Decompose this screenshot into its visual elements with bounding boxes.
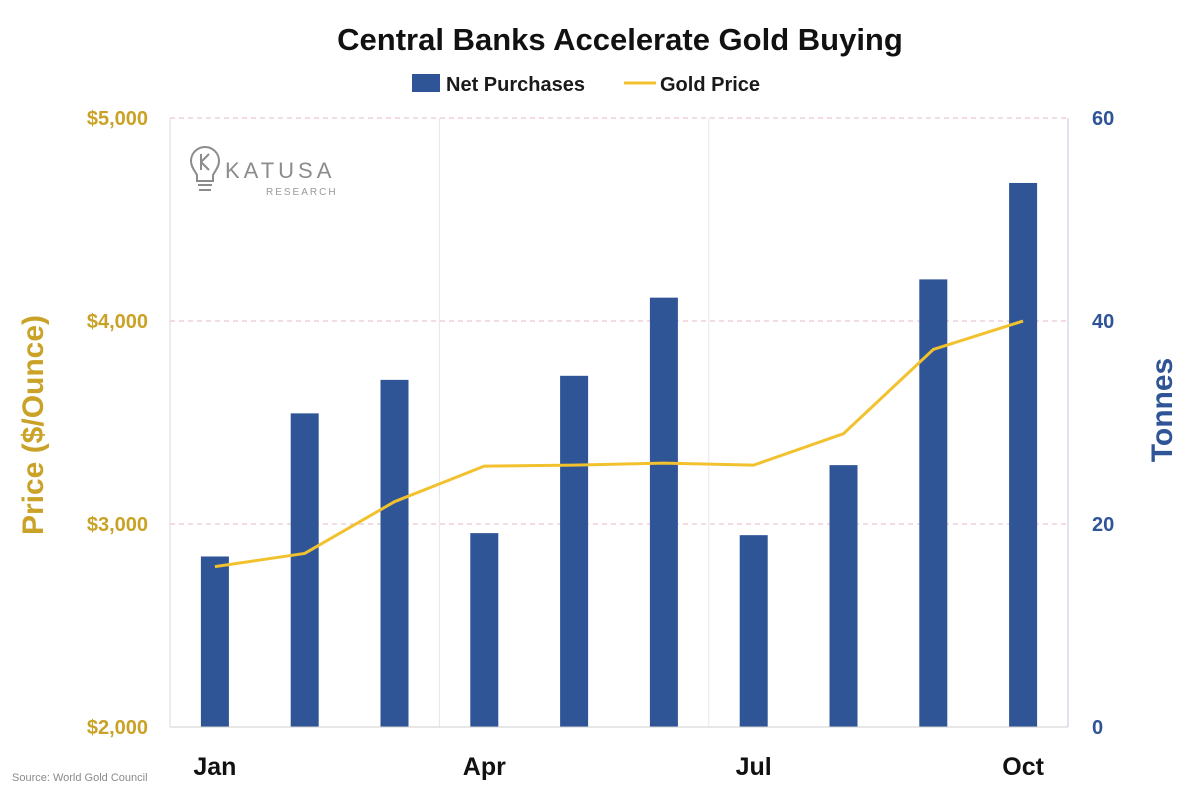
bar-may — [560, 375, 589, 727]
y-tick-right-1: 20 — [1092, 514, 1114, 536]
gridlines — [170, 117, 1068, 525]
bar-feb — [290, 413, 319, 727]
y-tick-right-3: 60 — [1092, 108, 1114, 130]
axes — [169, 118, 1069, 728]
y-tick-right-2: 40 — [1092, 311, 1114, 333]
y-tick-right-0: 0 — [1092, 717, 1103, 739]
y-ticks-left: $2,000 $3,000 $4,000 $5,000 — [87, 108, 148, 739]
bars — [200, 182, 1038, 727]
bar-sep — [919, 279, 948, 727]
chart-title: Central Banks Accelerate Gold Buying — [337, 22, 903, 57]
source-note: Source: World Gold Council — [12, 772, 148, 784]
bar-oct — [1009, 182, 1038, 727]
y-tick-left-2: $4,000 — [87, 311, 148, 333]
lightbulb-k-icon — [189, 145, 221, 191]
x-tick-jan: Jan — [193, 753, 236, 781]
bar-jun — [649, 297, 678, 727]
bar-jul — [739, 535, 768, 727]
y-axis-label-left: Price ($/Ounce) — [17, 315, 50, 535]
watermark-sub: RESEARCH — [266, 187, 338, 198]
watermark-name: KATUSA — [225, 158, 335, 183]
legend-label-net-purchases: Net Purchases — [446, 74, 585, 96]
bar-apr — [470, 533, 499, 727]
bar-mar — [380, 379, 409, 727]
bar-jan — [200, 556, 229, 727]
legend-swatch-net-purchases — [412, 74, 440, 92]
y-tick-left-0: $2,000 — [87, 717, 148, 739]
y-ticks-right: 0 20 40 60 — [1092, 108, 1114, 739]
gold-price-line-layer — [214, 319, 1024, 569]
x-tick-oct: Oct — [1002, 753, 1044, 781]
y-tick-left-1: $3,000 — [87, 514, 148, 536]
watermark-logo: KATUSA RESEARCH — [189, 145, 338, 198]
legend-label-gold-price: Gold Price — [660, 74, 760, 96]
y-axis-label-right: Tonnes — [1146, 358, 1179, 462]
x-gridlines — [438, 118, 710, 727]
y-tick-left-3: $5,000 — [87, 108, 148, 130]
x-ticks: Jan Apr Jul Oct — [193, 753, 1044, 781]
bar-aug — [829, 465, 858, 727]
legend: Net Purchases Gold Price — [412, 74, 760, 96]
gold-price-line — [214, 319, 1024, 569]
x-tick-jul: Jul — [736, 753, 772, 781]
x-tick-apr: Apr — [463, 753, 506, 781]
